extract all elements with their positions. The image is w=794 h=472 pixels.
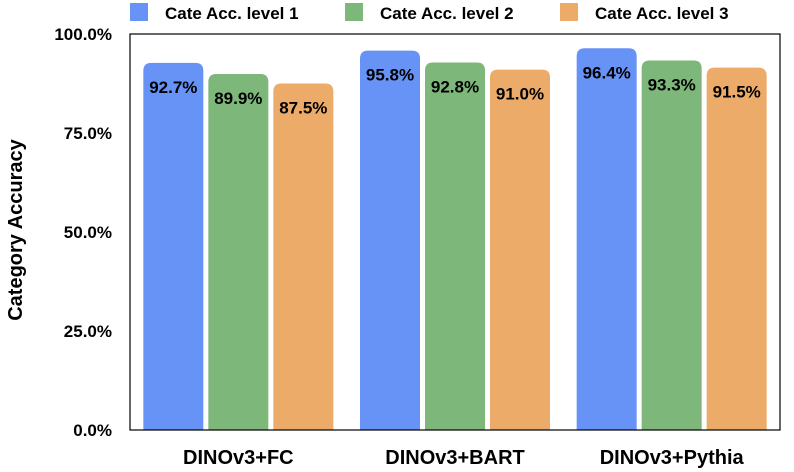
data-label: 92.7%: [149, 78, 197, 97]
data-labels: 92.7% 89.9% 87.5% 95.8% 92.8% 91.0% 96.4% 93.3%…: [149, 63, 761, 117]
data-label: 91.5%: [713, 83, 761, 102]
data-label: 96.4%: [583, 63, 631, 82]
bar: [576, 48, 637, 430]
bar: [360, 50, 420, 431]
y-axis-ticks: 0.0% 25.0% 50.0% 75.0% 100.0%: [54, 25, 112, 440]
bar: [641, 60, 702, 430]
bar: [208, 73, 269, 430]
data-label: 89.9%: [214, 89, 262, 108]
bar: [490, 69, 550, 430]
bar: [273, 83, 334, 430]
y-tick-label: 25.0%: [64, 322, 112, 341]
x-tick-label: DINOv3+BART: [385, 447, 524, 469]
x-tick-label: DINOv3+FC: [183, 447, 294, 469]
legend: Cate Acc. level 1 Cate Acc. level 2 Cate A…: [130, 3, 729, 23]
data-label: 91.0%: [496, 85, 544, 104]
y-tick-label: 100.0%: [54, 25, 112, 44]
data-label: 95.8%: [366, 66, 414, 85]
data-label: 93.3%: [648, 76, 696, 95]
y-tick-label: 50.0%: [64, 223, 112, 242]
y-tick-label: 75.0%: [64, 124, 112, 143]
data-label: 87.5%: [279, 99, 327, 118]
legend-swatch: [560, 3, 578, 21]
plot-frame: [129, 33, 781, 431]
bar: [706, 67, 767, 430]
bar: [425, 62, 485, 431]
y-tick-label: 0.0%: [73, 421, 112, 440]
data-label: 92.8%: [431, 78, 479, 97]
x-tick-label: DINOv3+Pythia: [600, 447, 745, 469]
legend-swatch: [345, 3, 363, 21]
y-axis-title: Category Accuracy: [5, 138, 27, 320]
legend-label: Cate Acc. level 1: [165, 4, 299, 23]
legend-swatch: [130, 3, 148, 21]
x-axis-categories: DINOv3+FC DINOv3+BART DINOv3+Pythia: [183, 447, 744, 469]
legend-label: Cate Acc. level 3: [595, 4, 729, 23]
bars: [143, 48, 767, 431]
legend-label: Cate Acc. level 2: [380, 4, 514, 23]
bar: [143, 62, 204, 431]
